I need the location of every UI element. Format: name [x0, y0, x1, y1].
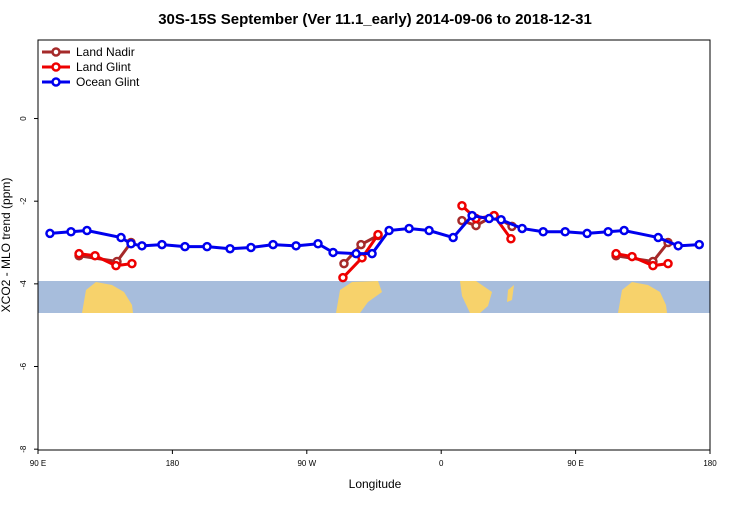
chart-title: 30S-15S September (Ver 11.1_early) 2014-… [158, 11, 592, 28]
data-point [619, 225, 629, 236]
y-tick-label: 0 [19, 116, 28, 121]
map-band [38, 281, 710, 313]
data-point [448, 232, 458, 243]
legend-marker [51, 47, 61, 57]
data-point [45, 228, 55, 239]
y-tick-label: -4 [19, 280, 28, 288]
data-point [457, 215, 467, 226]
data-point [180, 241, 190, 252]
data-point [202, 241, 212, 252]
data-point [694, 239, 704, 250]
data-point [367, 248, 377, 259]
data-point [496, 215, 506, 225]
x-tick-label: 180 [166, 459, 180, 468]
y-tick-label: -8 [19, 445, 28, 453]
data-point [351, 248, 361, 259]
data-point [246, 242, 256, 253]
data-point [338, 272, 348, 283]
data-point [404, 223, 414, 234]
legend-marker [51, 77, 61, 87]
data-point [653, 232, 663, 243]
data-point [339, 258, 349, 269]
legend-marker [51, 62, 61, 72]
data-point [648, 260, 658, 271]
data-point [116, 232, 126, 243]
data-point [603, 227, 613, 237]
data-point [268, 239, 278, 250]
legend-label: Land Nadir [76, 45, 135, 59]
data-point [506, 234, 516, 244]
y-axis-label: XCO2 - MLO trend (ppm) [0, 178, 13, 313]
data-point [74, 248, 84, 259]
data-point [467, 210, 477, 221]
data-point [126, 239, 136, 249]
data-point [517, 223, 527, 234]
plot-frame [37, 39, 711, 451]
legend-label: Land Glint [76, 60, 131, 74]
data-point [560, 227, 570, 237]
data-point [127, 258, 137, 269]
data-point [137, 241, 147, 251]
data-point [582, 228, 592, 239]
y-tick-label: -6 [19, 362, 28, 370]
data-point [611, 248, 621, 259]
data-point [356, 239, 366, 250]
series-line [78, 204, 669, 279]
data-point [328, 247, 338, 258]
data-point [538, 227, 548, 237]
data-point [90, 250, 100, 261]
legend-label: Ocean Glint [76, 75, 140, 89]
x-tick-label: 90 E [30, 459, 46, 468]
data-point [291, 241, 301, 251]
data-point [313, 239, 323, 249]
x-tick-label: 0 [439, 459, 444, 468]
data-point [627, 251, 637, 262]
data-point [424, 225, 434, 236]
data-point [66, 227, 76, 237]
data-point [384, 225, 394, 236]
y-tick-label: -2 [19, 197, 28, 205]
data-point [82, 225, 92, 236]
data-point [663, 258, 673, 269]
data-point [225, 243, 235, 254]
data-point [457, 200, 467, 211]
x-tick-label: 90 W [297, 459, 316, 468]
x-axis-label: Longitude [349, 477, 402, 491]
data-point [673, 241, 683, 251]
x-tick-label: 180 [703, 459, 717, 468]
data-point [484, 213, 494, 224]
data-point [111, 260, 121, 271]
x-tick-label: 90 E [567, 459, 583, 468]
data-point [373, 229, 383, 240]
data-point [157, 239, 167, 250]
